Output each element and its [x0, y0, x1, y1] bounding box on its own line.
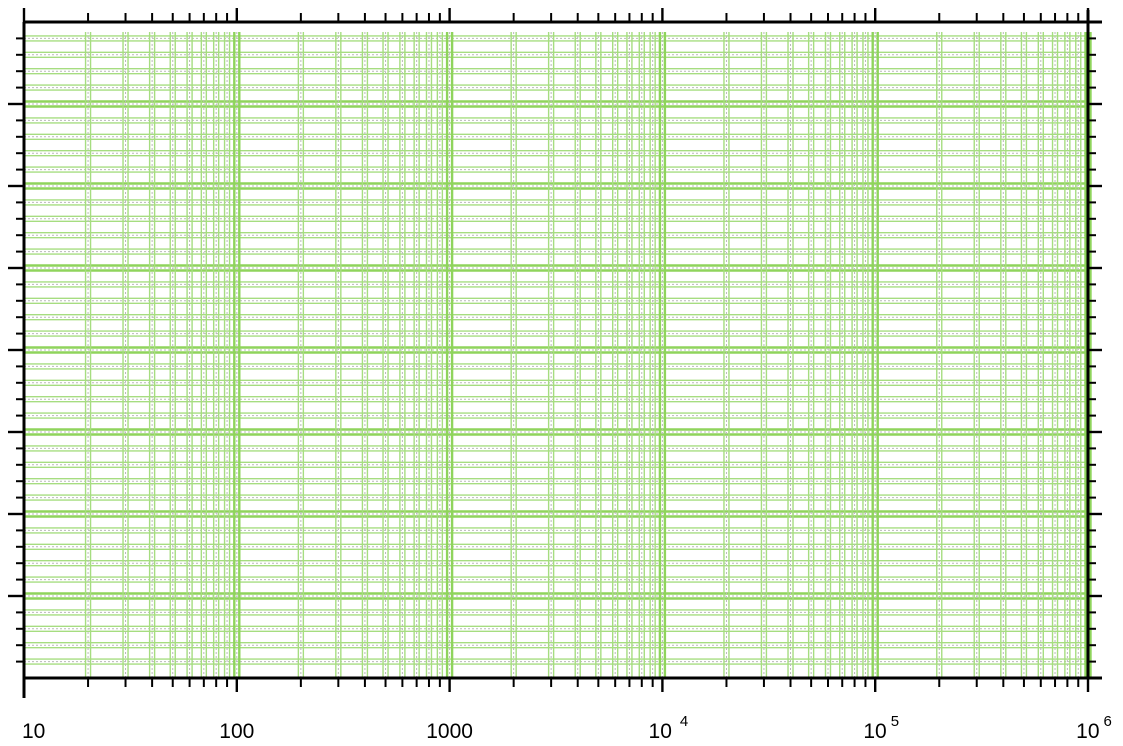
x-tick-label-base-4: 10	[863, 720, 886, 743]
x-tick-label-2: 1000	[426, 720, 473, 743]
x-tick-label-exponent-3: 4	[680, 713, 688, 730]
x-tick-label-3: 10 4	[649, 713, 689, 743]
x-tick-label-base-1: 100	[219, 720, 254, 743]
x-tick-label-1: 100	[219, 720, 254, 743]
x-tick-label-5: 10 6	[1076, 713, 1112, 743]
x-tick-label-base-0: 10	[22, 720, 45, 743]
x-tick-label-exponent-4: 5	[891, 713, 899, 730]
x-tick-label-base-3: 10	[649, 720, 672, 743]
axis-layer	[8, 8, 1102, 698]
x-tick-labels: 10 100 1000 10 4 10 5 10 6	[22, 713, 1112, 743]
x-tick-label-0: 10	[22, 720, 45, 743]
x-tick-label-4: 10 5	[863, 713, 899, 743]
x-tick-label-base-5: 10	[1076, 720, 1099, 743]
x-tick-label-exponent-5: 6	[1104, 713, 1112, 730]
x-tick-label-base-2: 1000	[426, 720, 473, 743]
grid-layer	[24, 32, 1092, 678]
